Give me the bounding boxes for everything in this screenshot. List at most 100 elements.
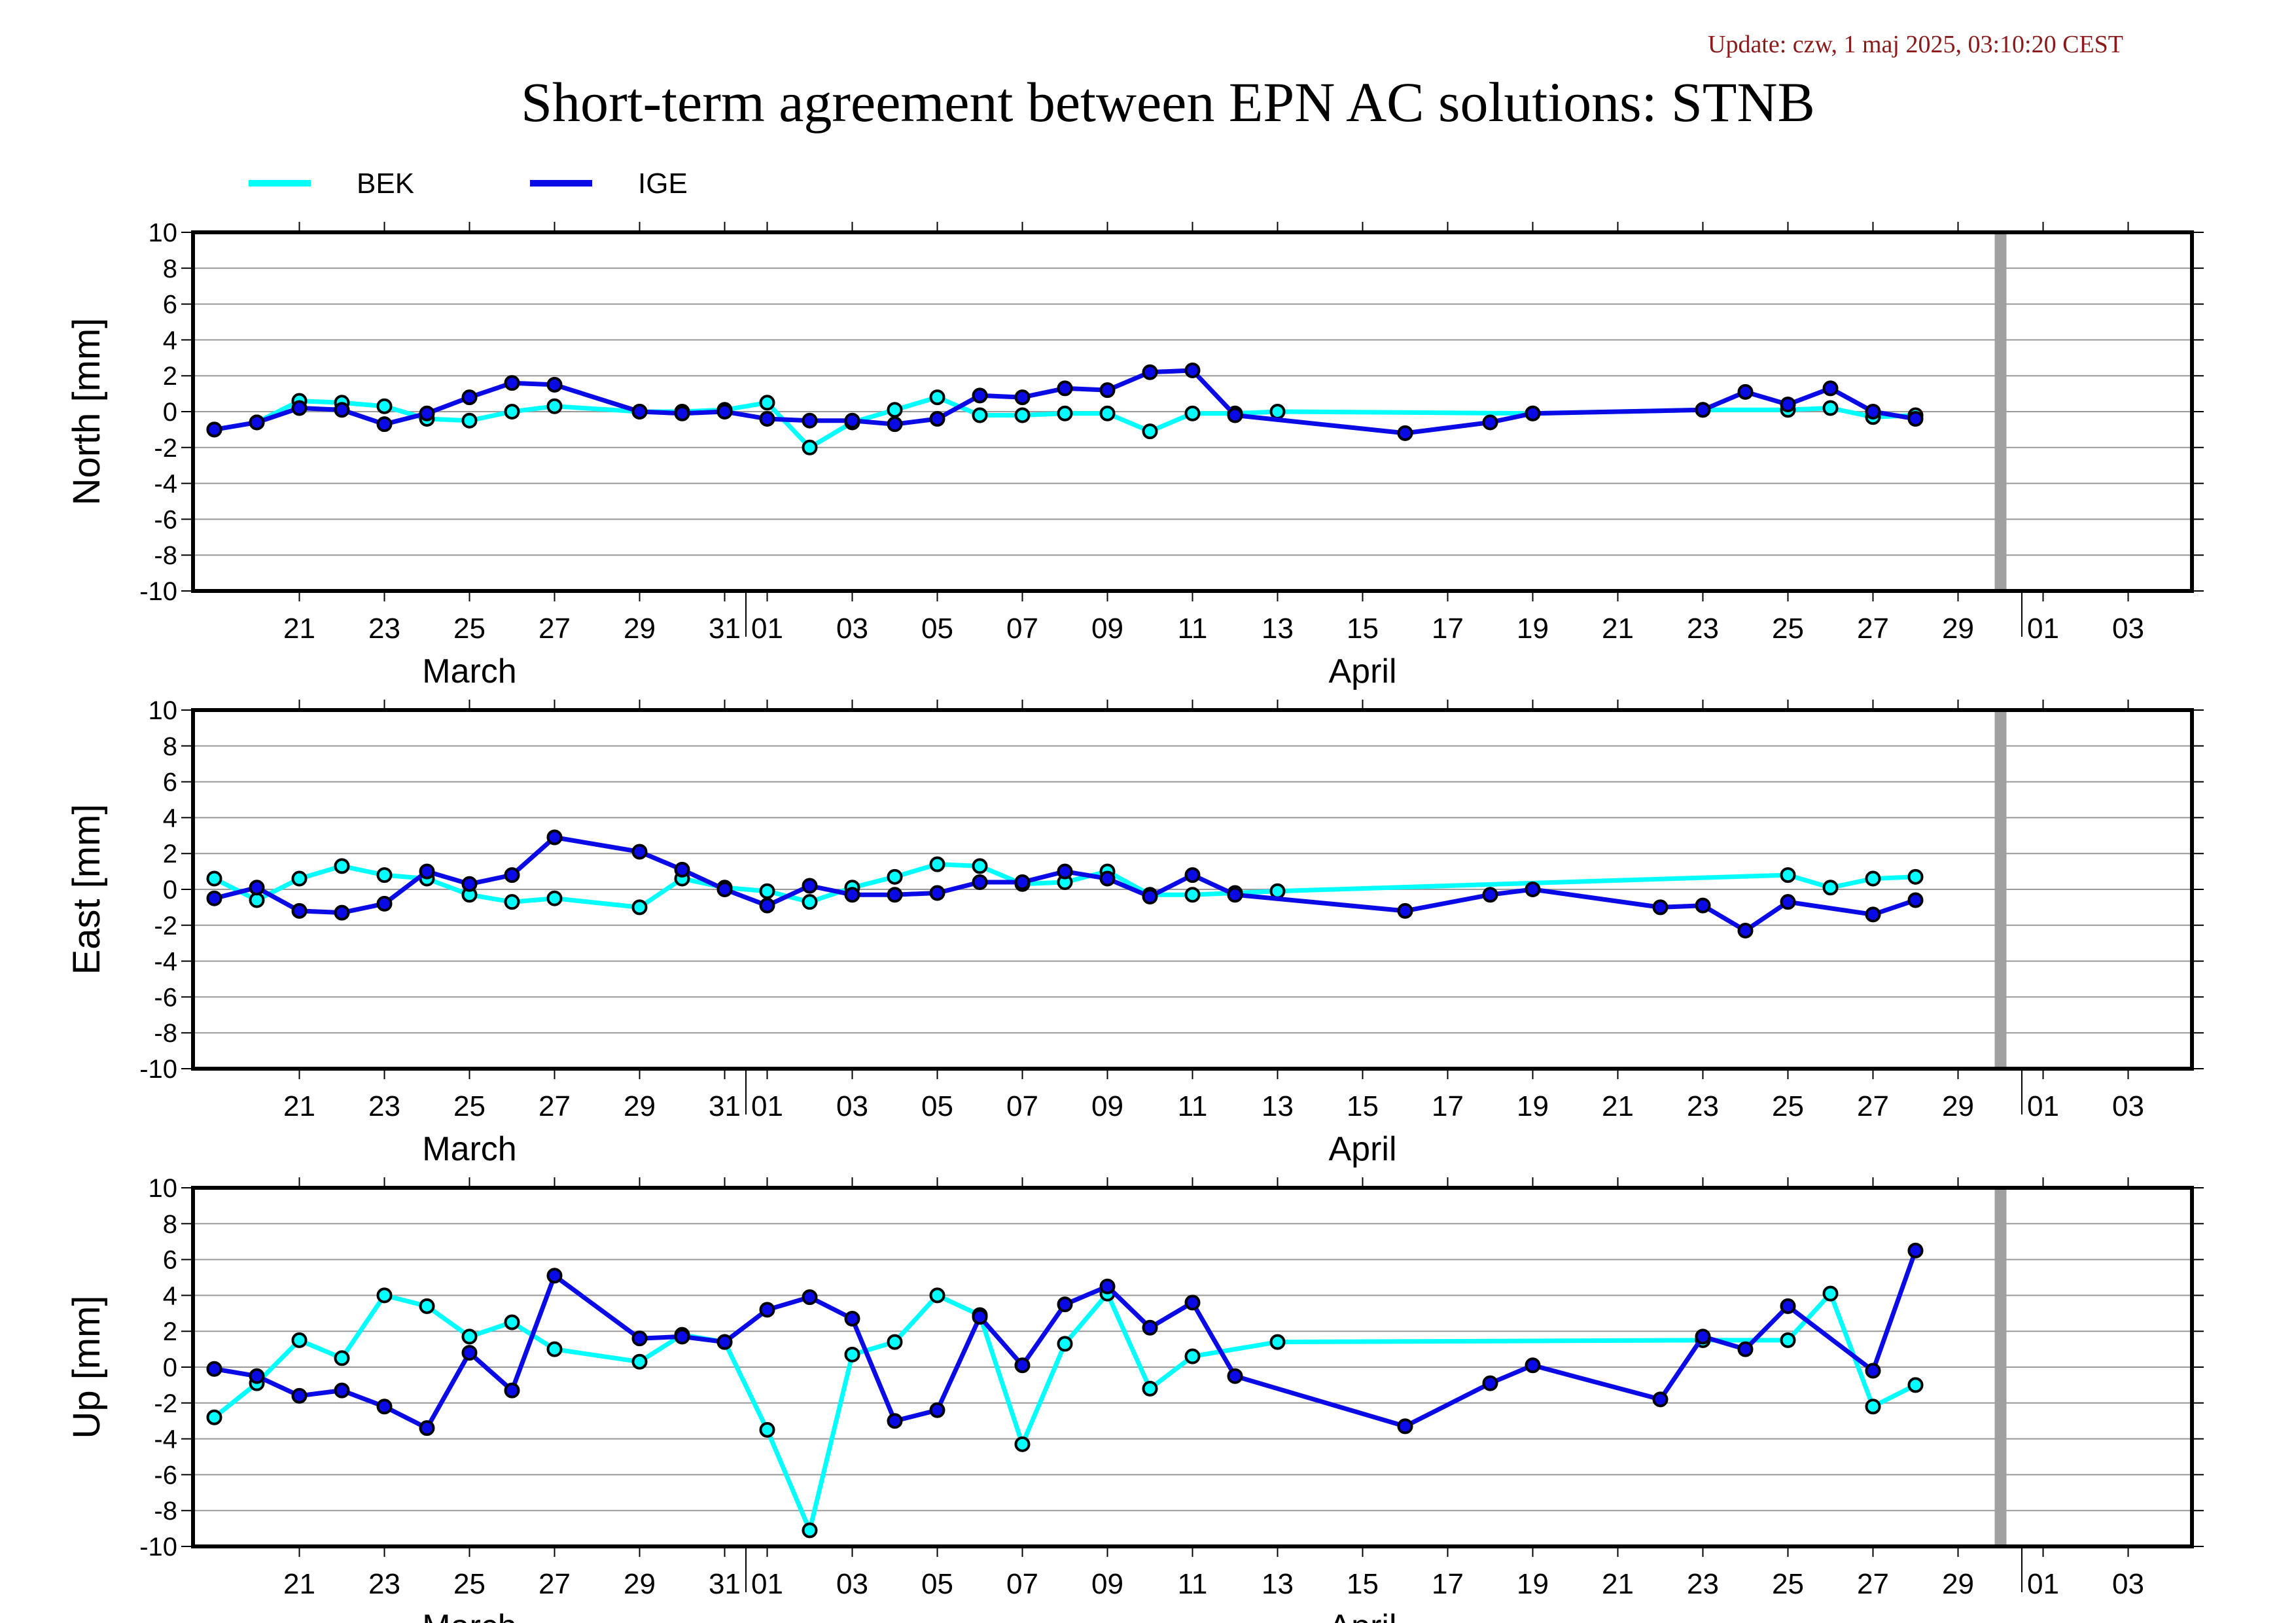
point-up-ige (1780, 1298, 1796, 1314)
point-up-ige (1482, 1375, 1498, 1391)
point-east-bek (546, 890, 563, 906)
point-north-ige (1865, 404, 1881, 419)
xtick-label-north: 27 (539, 613, 571, 645)
series-up-ige (206, 1242, 1924, 1436)
xtick-label-north: 01 (751, 613, 783, 645)
xtick-label-east: 13 (1262, 1090, 1294, 1122)
ytick-label-north-10: 10 (149, 219, 178, 247)
point-east-bek (376, 867, 393, 883)
ytick-label-east--4: -4 (154, 948, 177, 976)
ytick-label-up-4: 4 (163, 1281, 177, 1310)
point-east-ige (291, 902, 308, 919)
point-up-bek (291, 1332, 308, 1348)
point-east-ige (1014, 874, 1031, 891)
point-up-ige (546, 1268, 563, 1284)
xtick-label-up: 17 (1432, 1568, 1464, 1600)
series-up-bek (206, 1285, 1924, 1539)
point-up-ige (1397, 1418, 1413, 1435)
ytick-label-up--2: -2 (154, 1389, 177, 1418)
point-north-ige (844, 412, 860, 429)
xtick-label-east: 29 (1942, 1090, 1974, 1122)
point-east-ige (1907, 892, 1924, 908)
point-up-bek (546, 1341, 563, 1357)
point-north-bek (1142, 423, 1158, 440)
point-north-ige (334, 402, 350, 418)
point-east-ige (504, 867, 520, 883)
point-up-bek (802, 1522, 818, 1539)
xtick-label-east: 01 (751, 1090, 783, 1122)
point-east-ige (887, 887, 903, 903)
today-marker-up (1994, 1188, 2007, 1546)
point-up-bek (1780, 1332, 1796, 1348)
point-north-ige (504, 375, 520, 391)
point-north-ige (674, 405, 690, 421)
point-up-ige (1227, 1368, 1243, 1384)
point-up-ige (419, 1420, 435, 1436)
ytick-label-up-0: 0 (163, 1353, 177, 1382)
legend-item-bek: BEK (249, 168, 414, 200)
point-north-ige (1057, 380, 1073, 397)
point-up-ige (504, 1382, 520, 1399)
point-north-bek (887, 402, 903, 418)
point-up-ige (759, 1302, 775, 1318)
xtick-label-up: 05 (921, 1568, 953, 1600)
point-east-bek (1269, 883, 1286, 899)
point-east-bek (887, 868, 903, 885)
xtick-label-east: 19 (1517, 1090, 1549, 1122)
point-up-bek (334, 1350, 350, 1366)
xtick-label-east: 21 (1602, 1090, 1634, 1122)
month-label-north-april: April (1328, 652, 1396, 690)
point-up-bek (1269, 1334, 1286, 1350)
point-north-ige (376, 416, 393, 433)
point-east-bek (759, 883, 775, 899)
point-up-bek (206, 1409, 222, 1425)
xtick-label-up: 19 (1517, 1568, 1549, 1600)
ylabel-east: East [mm] (65, 804, 108, 974)
point-up-ige (844, 1311, 860, 1327)
point-east-ige (1695, 897, 1711, 914)
ytick-label-north--4: -4 (154, 470, 177, 499)
point-east-bek (291, 870, 308, 887)
legend-label-bek: BEK (357, 168, 414, 200)
point-up-bek (419, 1298, 435, 1314)
ytick-label-north-0: 0 (163, 398, 177, 427)
ytick-label-east-0: 0 (163, 876, 177, 904)
point-east-ige (249, 880, 265, 896)
point-east-bek (631, 899, 648, 916)
xtick-label-up: 29 (624, 1568, 656, 1600)
point-north-ige (716, 404, 733, 419)
point-east-bek (972, 858, 988, 874)
ytick-label-north--2: -2 (154, 434, 177, 463)
point-up-ige (1014, 1357, 1031, 1374)
ytick-label-east--10: -10 (139, 1055, 177, 1084)
xtick-label-up: 29 (1942, 1568, 1974, 1600)
ytick-label-east-8: 8 (163, 732, 177, 761)
point-east-bek (334, 858, 350, 874)
xtick-label-north: 23 (368, 613, 400, 645)
point-east-ige (716, 882, 733, 897)
xtick-label-north: 03 (2112, 613, 2144, 645)
ytick-label-up--4: -4 (154, 1425, 177, 1454)
xtick-label-north: 29 (624, 613, 656, 645)
point-east-ige (972, 874, 988, 891)
xtick-label-north: 23 (1687, 613, 1719, 645)
point-north-ige (929, 410, 945, 427)
point-up-bek (1184, 1348, 1201, 1364)
xtick-label-east: 29 (624, 1090, 656, 1122)
ytick-label-up-10: 10 (149, 1174, 178, 1203)
point-north-bek (1014, 407, 1031, 423)
xtick-label-east: 05 (921, 1090, 953, 1122)
ylabel-north: North [mm] (65, 318, 108, 506)
month-label-north-march: March (422, 652, 516, 690)
point-up-ige (1142, 1319, 1158, 1336)
point-up-ige (972, 1309, 988, 1325)
ytick-label-north-4: 4 (163, 326, 177, 355)
point-up-ige (1652, 1391, 1669, 1408)
xtick-label-north: 01 (2027, 613, 2059, 645)
panels: -10 -8 -6 -4 -2 0 2 4 6 8 10 North [mm] 21 23 25 27 29 31… (65, 219, 2204, 1623)
ytick-label-up-6: 6 (163, 1246, 177, 1275)
point-up-ige (802, 1289, 818, 1306)
point-east-ige (1780, 894, 1796, 910)
panel-up: -10 -8 -6 -4 -2 0 2 4 6 8 10 Up [mm] 21 23 25 27 29 31 01 0… (65, 1174, 2204, 1623)
